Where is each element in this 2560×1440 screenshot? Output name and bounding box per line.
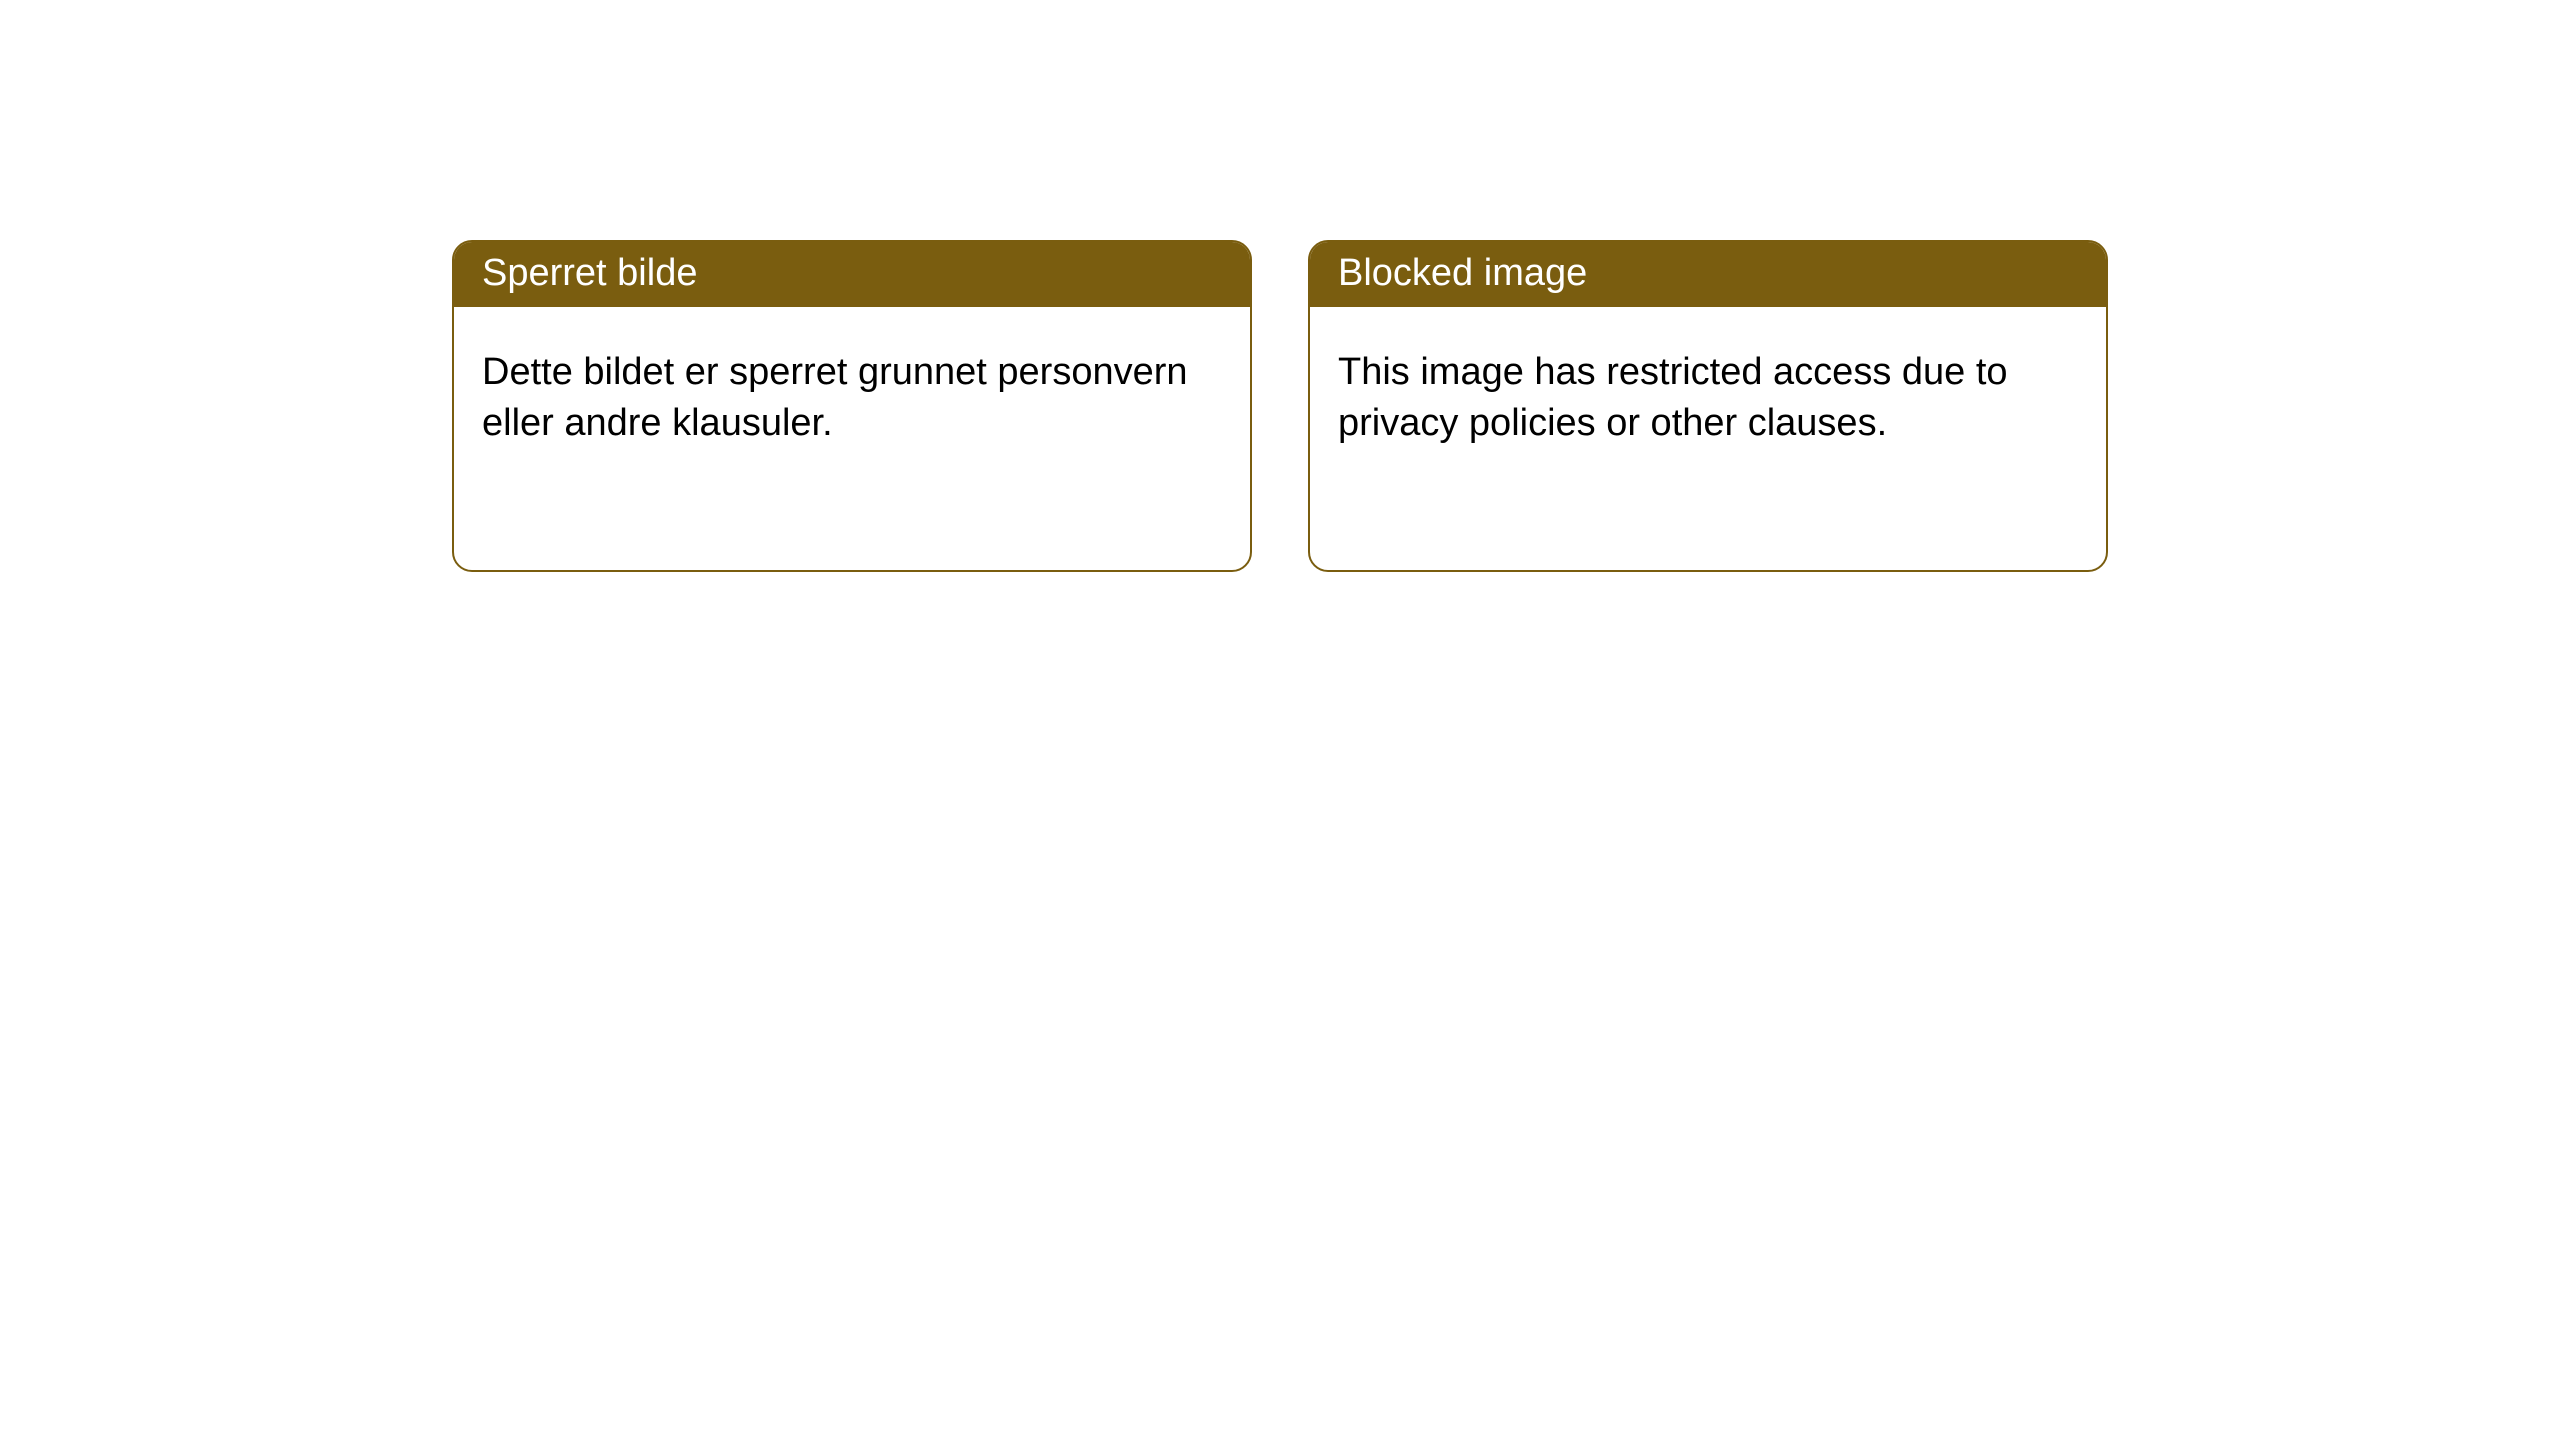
notice-card-english: Blocked image This image has restricted … bbox=[1308, 240, 2108, 572]
notice-card-norwegian: Sperret bilde Dette bildet er sperret gr… bbox=[452, 240, 1252, 572]
card-text: This image has restricted access due to … bbox=[1338, 351, 2008, 444]
card-header: Sperret bilde bbox=[454, 242, 1250, 307]
card-header: Blocked image bbox=[1310, 242, 2106, 307]
card-title: Sperret bilde bbox=[482, 252, 697, 294]
notice-container: Sperret bilde Dette bildet er sperret gr… bbox=[452, 240, 2108, 572]
card-body: Dette bildet er sperret grunnet personve… bbox=[454, 307, 1250, 478]
card-title: Blocked image bbox=[1338, 252, 1587, 294]
card-text: Dette bildet er sperret grunnet personve… bbox=[482, 351, 1188, 444]
card-body: This image has restricted access due to … bbox=[1310, 307, 2106, 478]
